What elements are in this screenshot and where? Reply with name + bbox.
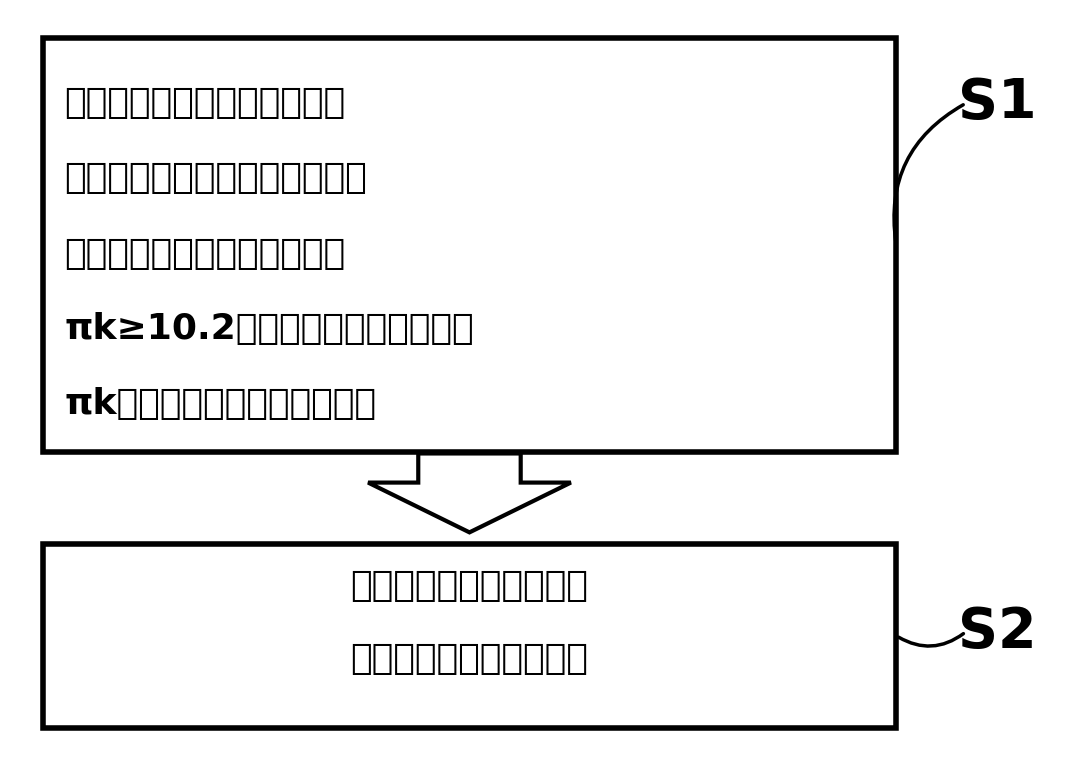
Text: 律中，进气道斜板调节系统在: 律中，进气道斜板调节系统在 bbox=[64, 237, 345, 270]
Text: 控制律控制斜板起调角度: 控制律控制斜板起调角度 bbox=[351, 642, 588, 676]
Polygon shape bbox=[368, 453, 571, 532]
Text: πk≥10.2时输出预定恒値小角度，: πk≥10.2时输出预定恒値小角度， bbox=[64, 312, 474, 345]
Text: S1: S1 bbox=[958, 77, 1037, 130]
Text: 根据进气道斜板调节系统: 根据进气道斜板调节系统 bbox=[351, 569, 588, 603]
Text: 获取进气道斜板调节系统控制: 获取进气道斜板调节系统控制 bbox=[64, 87, 345, 120]
Bar bbox=[43, 38, 896, 452]
Text: πk为发动机压气机的静增压比: πk为发动机压气机的静增压比 bbox=[64, 387, 376, 421]
Bar bbox=[43, 544, 896, 728]
Text: S2: S2 bbox=[958, 605, 1037, 659]
Text: 律，在进气道斜板调节系统控制: 律，在进气道斜板调节系统控制 bbox=[64, 162, 367, 195]
